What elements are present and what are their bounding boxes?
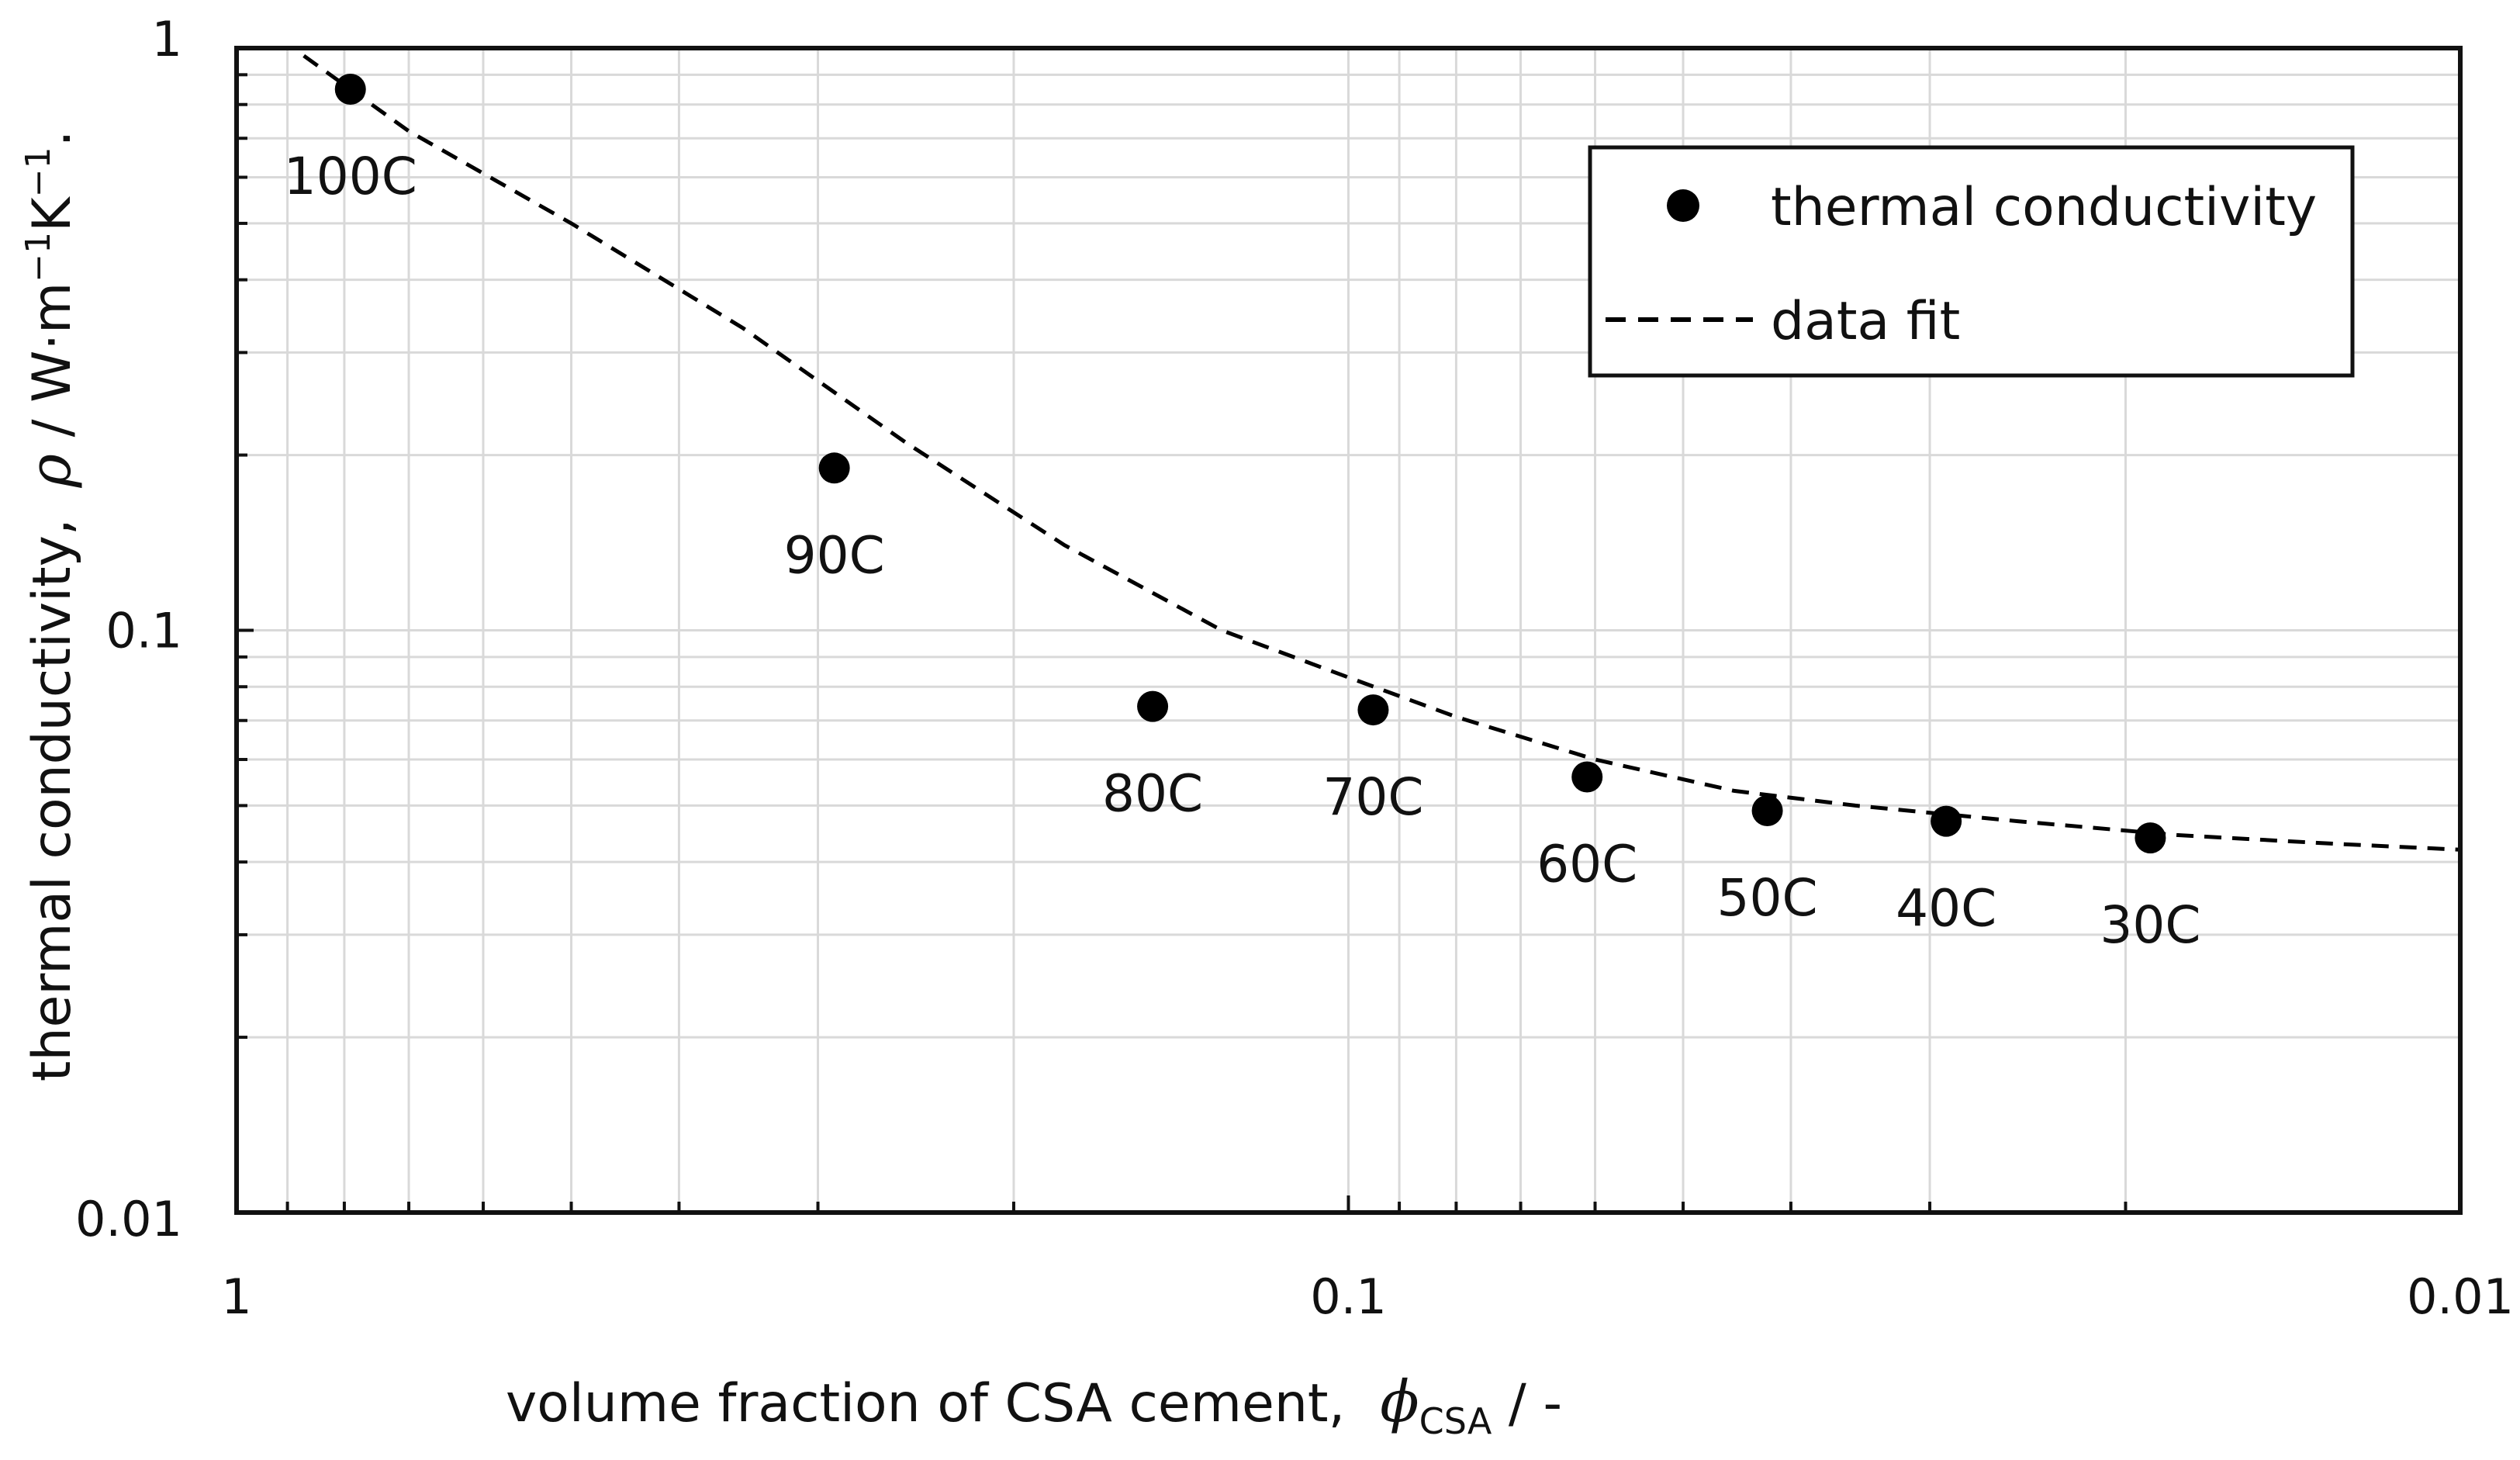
x-tick-label: 1: [221, 1268, 251, 1325]
x-tick-label: 0.01: [2407, 1268, 2514, 1325]
legend-label-data-fit: data fit: [1771, 291, 1960, 352]
x-axis-symbol: ϕ: [1380, 1368, 1419, 1435]
data-point-label: 60C: [1537, 834, 1637, 894]
y-tick-label: 1: [152, 11, 182, 67]
data-fit-line: [302, 54, 2461, 852]
axes: 1 0.1 0.01 0.01 0.1 1: [75, 11, 2514, 1325]
data-point: [1751, 795, 1783, 827]
plot-frame: [234, 46, 2463, 1215]
data-point: [1571, 761, 1603, 793]
data-point: [334, 73, 366, 105]
y-axis-unit-suffix: .: [22, 130, 83, 147]
y-axis-symbol: ρ: [17, 454, 84, 489]
y-axis-unit-exponent-2: −1: [19, 147, 58, 197]
y-axis-unit-k: K: [22, 195, 83, 232]
data-point-label: 40C: [1896, 879, 1996, 939]
x-axis-unit: / -: [1492, 1373, 1562, 1434]
y-axis-title: thermal conductivity,ρ / W·m−1K−1.: [17, 130, 84, 1081]
data-point: [818, 452, 850, 484]
y-axis-title-text: thermal conductivity,: [22, 518, 83, 1081]
x-axis-subscript: CSA: [1419, 1400, 1492, 1442]
data-point: [1357, 694, 1389, 726]
data-point-label: 50C: [1717, 868, 1818, 928]
legend-label-thermal-conductivity: thermal conductivity: [1771, 177, 2317, 238]
legend-box: [1588, 145, 2355, 378]
y-tick-label: 0.01: [75, 1191, 182, 1247]
y-tick-label: 0.1: [105, 603, 182, 659]
data-point-label: 90C: [784, 525, 885, 585]
data-point-label: 80C: [1102, 764, 1203, 824]
x-axis-title-text: volume fraction of CSA cement,: [506, 1373, 1345, 1434]
data-point: [1137, 690, 1169, 722]
data-point: [1931, 805, 1962, 837]
data-point-label: 70C: [1322, 767, 1423, 827]
data-points: 100C 90C 80C 70C 60C 50C 40C 30C: [284, 73, 2200, 955]
data-point-label: 30C: [2100, 895, 2200, 955]
data-point-label: 100C: [284, 147, 417, 206]
x-axis-title: volume fraction of CSA cement, ϕCSA / -: [506, 1368, 1562, 1442]
y-axis-unit-exponent-1: −1: [19, 232, 58, 282]
data-point: [2135, 822, 2166, 854]
data-fit-series: [302, 54, 2461, 852]
legend-marker-circle: [1667, 189, 1699, 222]
x-tick-label: 0.1: [1310, 1268, 1387, 1325]
y-axis-unit-prefix: / W·m: [22, 282, 83, 454]
legend: thermal conductivity data fit: [1588, 145, 2355, 378]
